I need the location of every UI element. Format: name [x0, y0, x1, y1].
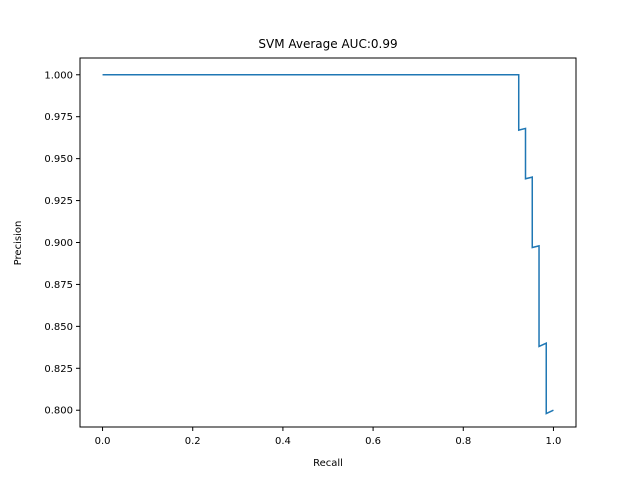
- y-axis-ticks: 0.800 0.825 0.850 0.875 0.900 0.925 0.950 0.975…: [44, 70, 80, 417]
- y-tick-label: 0.950: [44, 154, 73, 165]
- pr-curve-line: [102, 74, 554, 415]
- plot-area: [79, 57, 577, 428]
- y-tick-label: 0.975: [44, 112, 73, 123]
- y-tick-label: 0.825: [44, 364, 73, 375]
- y-tick-label: 0.925: [44, 196, 73, 207]
- x-tick-label: 1.0: [546, 436, 562, 447]
- x-tick-label: 0.6: [365, 436, 381, 447]
- x-tick-label: 0.4: [275, 436, 291, 447]
- y-tick-label: 0.800: [44, 406, 73, 417]
- x-tick-label: 0.0: [95, 436, 111, 447]
- series-layer: [102, 74, 554, 415]
- x-tick-label: 0.8: [455, 436, 471, 447]
- x-axis-ticks: 0.0 0.2 0.4 0.6 0.8 1.0: [95, 427, 562, 447]
- y-axis-label: Precision: [13, 221, 24, 266]
- axes-frame: [79, 57, 577, 428]
- y-tick-label: 0.850: [44, 322, 73, 333]
- y-tick-label: 1.000: [44, 70, 73, 81]
- x-axis-label: Recall: [313, 458, 343, 469]
- chart-title: SVM Average AUC:0.99: [258, 37, 397, 51]
- y-tick-label: 0.900: [44, 238, 73, 249]
- x-tick-label: 0.2: [185, 436, 201, 447]
- y-tick-label: 0.875: [44, 280, 73, 291]
